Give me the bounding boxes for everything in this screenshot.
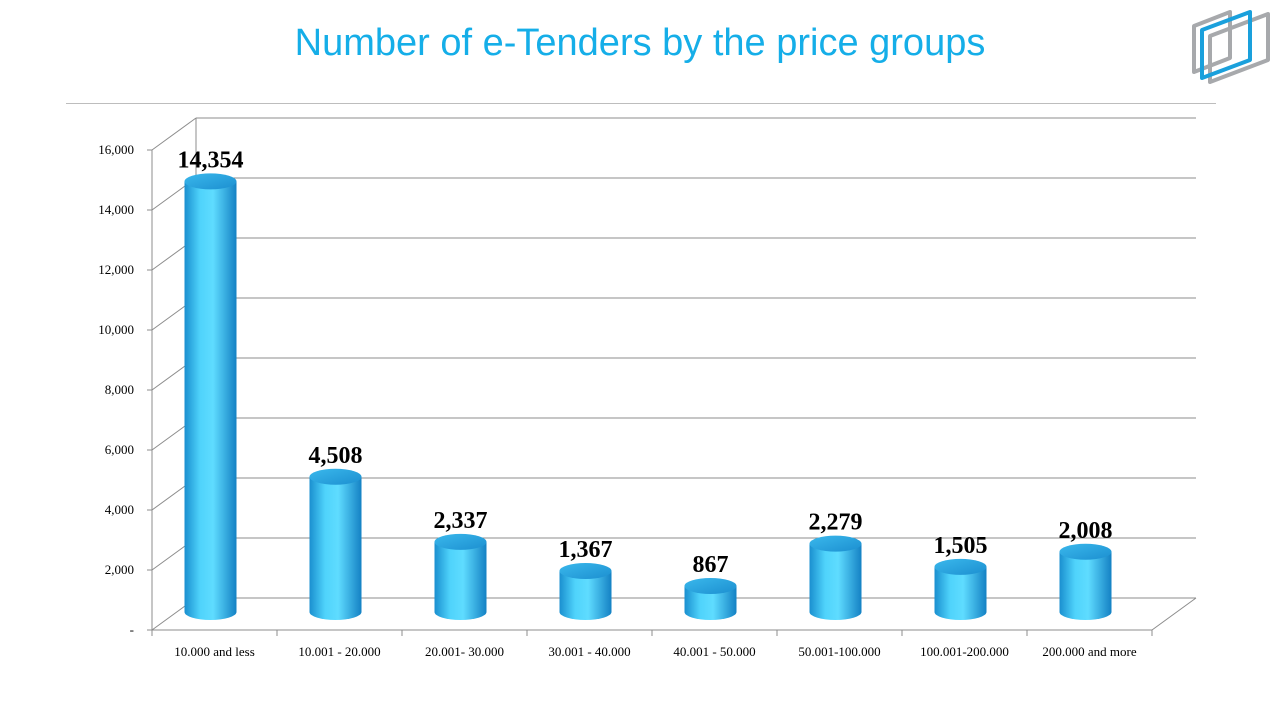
floor-right-edge [1151, 597, 1197, 631]
bar-body [1059, 551, 1112, 620]
y-tick-label: 6,000 [105, 442, 134, 457]
bar-body [809, 543, 862, 620]
grid-layer [147, 117, 1197, 636]
data-label: 14,354 [178, 147, 244, 173]
bar-body [684, 585, 737, 620]
bar-body [434, 541, 487, 620]
data-label: 867 [693, 552, 729, 578]
bar-cap [684, 577, 737, 594]
bar [809, 535, 862, 620]
y-tick-label: 12,000 [98, 262, 134, 277]
y-tick-label: 8,000 [105, 382, 134, 397]
bar-cap [934, 558, 987, 575]
y-tick-label: 2,000 [105, 562, 134, 577]
data-label: 4,508 [309, 443, 363, 469]
bar [559, 562, 612, 620]
x-tick-label: 10.000 and less [174, 644, 255, 659]
side-gridline [151, 117, 197, 151]
bar-cap [434, 533, 487, 550]
bar-cap [559, 562, 612, 579]
bars-layer [184, 173, 1112, 620]
x-tick-label: 50.001-100.000 [798, 644, 880, 659]
y-tick-label: 10,000 [98, 322, 134, 337]
data-label: 2,279 [809, 510, 863, 536]
data-label: 1,367 [559, 537, 613, 563]
title-divider [66, 103, 1216, 104]
x-tick-label: 30.001 - 40.000 [548, 644, 630, 659]
bar-body [309, 476, 362, 620]
x-tick-label: 10.001 - 20.000 [298, 644, 380, 659]
x-tick-label: 40.001 - 50.000 [673, 644, 755, 659]
bar [934, 558, 987, 620]
x-tick-label: 200.000 and more [1042, 644, 1136, 659]
logo-icon [1192, 10, 1270, 84]
bar-cap [1059, 543, 1112, 560]
bar-cap [184, 173, 237, 190]
y-tick-label: - [130, 622, 134, 637]
data-label: 2,008 [1059, 518, 1113, 544]
bar-body [184, 181, 237, 620]
bar [309, 468, 362, 620]
y-tick-label: 14,000 [98, 202, 134, 217]
y-tick-label: 4,000 [105, 502, 134, 517]
bar [184, 173, 237, 620]
chart-title: Number of e-Tenders by the price groups [294, 22, 986, 64]
data-label: 2,337 [434, 508, 488, 534]
bar [684, 577, 737, 620]
y-tick-label: 16,000 [98, 142, 134, 157]
bar [1059, 543, 1112, 620]
bar-cap [809, 535, 862, 552]
x-tick-label: 20.001- 30.000 [425, 644, 504, 659]
labels-layer: - 2,000 4,000 6,000 8,000 10,000 12,000 14,000 1… [98, 142, 1137, 659]
bar-body [934, 566, 987, 620]
bar [434, 533, 487, 620]
bar-cap [309, 468, 362, 485]
data-label: 1,505 [934, 533, 988, 559]
bar-body [559, 570, 612, 620]
x-tick-label: 100.001-200.000 [920, 644, 1009, 659]
